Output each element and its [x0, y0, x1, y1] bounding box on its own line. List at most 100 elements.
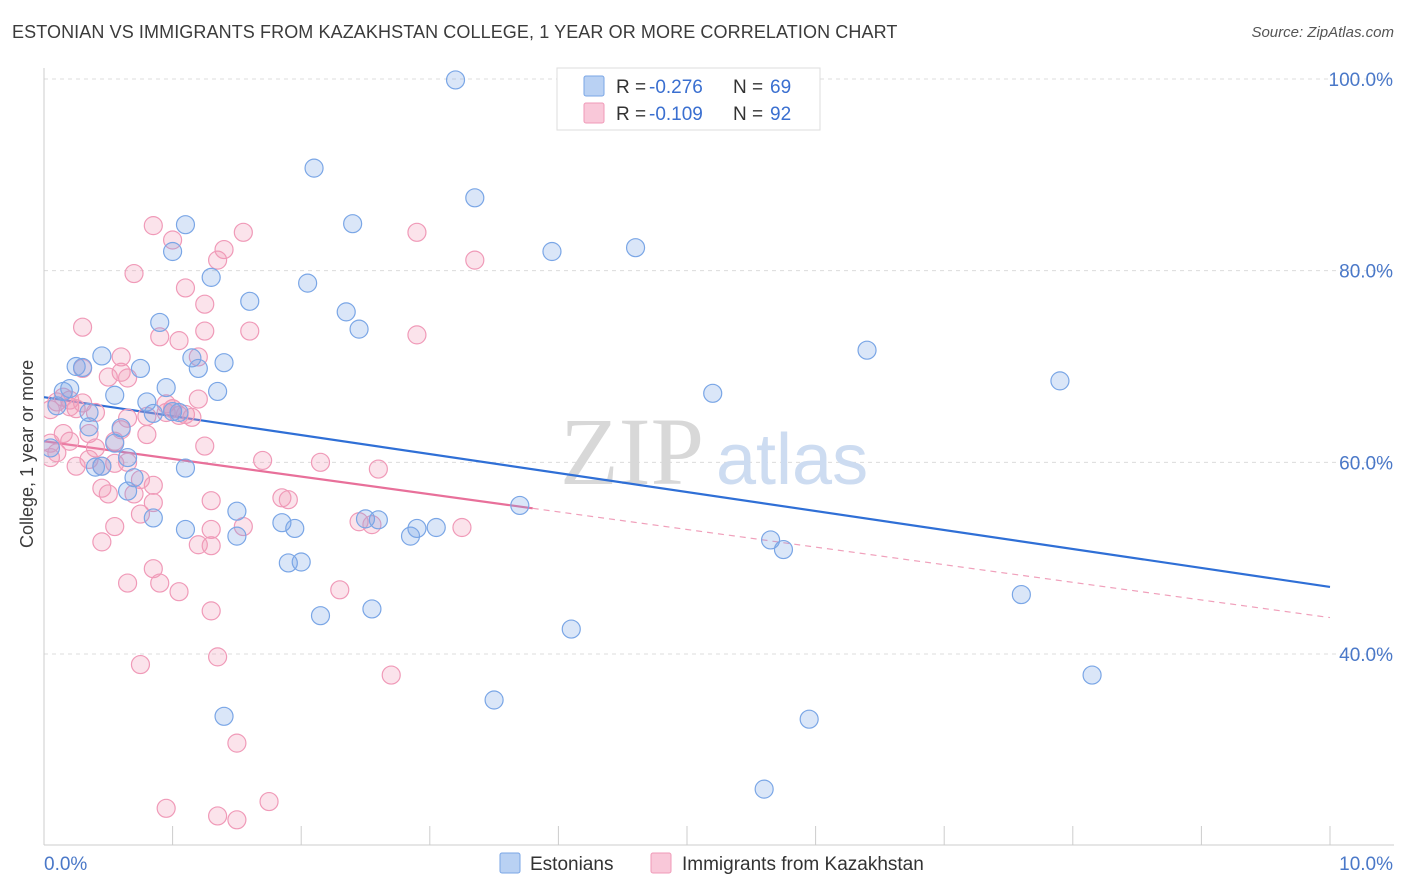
legend-swatch-kazakhstan	[583, 102, 605, 124]
point-kazakhstan	[143, 559, 163, 579]
point-kazakhstan	[150, 327, 170, 347]
x-tick-labels: 0.0% 10.0%	[44, 854, 1393, 875]
legend-r-value-1: -0.276	[649, 77, 703, 98]
point-estonians	[227, 501, 247, 521]
point-kazakhstan	[195, 321, 215, 341]
point-kazakhstan	[117, 573, 138, 593]
point-kazakhstan	[201, 536, 221, 556]
point-kazakhstan	[111, 347, 131, 367]
data-points	[44, 70, 1102, 830]
point-kazakhstan	[53, 423, 73, 444]
point-estonians	[445, 70, 466, 90]
point-estonians	[156, 377, 176, 398]
point-estonians	[92, 346, 112, 366]
point-kazakhstan	[124, 263, 144, 284]
point-estonians	[1011, 584, 1031, 605]
point-estonians	[465, 188, 485, 208]
point-estonians	[201, 267, 221, 287]
legend-n-value-1: 69	[770, 77, 791, 98]
point-kazakhstan	[233, 222, 253, 242]
point-kazakhstan	[150, 573, 170, 593]
point-kazakhstan	[182, 407, 202, 427]
point-estonians	[150, 312, 170, 333]
trendlines	[44, 396, 1331, 619]
point-kazakhstan	[143, 492, 163, 513]
point-estonians	[188, 358, 208, 379]
legend-n-value-2: 92	[770, 104, 791, 125]
trendline-kazakhstan-dashed	[532, 507, 1331, 619]
bottom-legend-estonians: Estonians	[530, 854, 613, 875]
y-axis-label: College, 1 year or more	[17, 360, 37, 548]
point-kazakhstan	[381, 665, 401, 685]
point-estonians	[130, 358, 151, 379]
point-estonians	[703, 383, 723, 403]
point-estonians	[137, 392, 157, 412]
y-tick-label: 40.0%	[1339, 645, 1393, 666]
point-estonians	[285, 518, 305, 539]
point-kazakhstan	[368, 459, 388, 479]
point-kazakhstan	[407, 325, 427, 345]
point-estonians	[163, 401, 183, 422]
point-kazakhstan	[310, 452, 331, 472]
point-kazakhstan	[137, 424, 157, 445]
point-estonians	[561, 619, 581, 639]
point-kazakhstan	[143, 475, 163, 495]
x-tick-label: 0.0%	[44, 854, 87, 875]
point-estonians	[111, 418, 131, 438]
trendline-kazakhstan-solid	[44, 440, 533, 510]
point-estonians	[400, 526, 421, 546]
legend-r-label-2: R =	[616, 104, 646, 125]
point-kazakhstan	[214, 239, 234, 260]
series-legend: Estonians Immigrants from Kazakhstan	[499, 852, 924, 875]
point-estonians	[1082, 665, 1102, 685]
point-kazakhstan	[130, 654, 151, 675]
point-estonians	[336, 302, 356, 322]
legend-n-label-2: N =	[733, 104, 763, 125]
point-estonians	[368, 510, 388, 530]
point-estonians	[510, 495, 530, 516]
point-kazakhstan	[143, 216, 163, 236]
point-estonians	[124, 468, 144, 488]
point-kazakhstan	[79, 423, 99, 444]
point-estonians	[343, 214, 363, 234]
point-kazakhstan	[117, 408, 138, 428]
point-estonians	[773, 539, 794, 560]
point-kazakhstan	[188, 389, 208, 409]
point-estonians	[182, 348, 202, 368]
x-tick-label: 10.0%	[1339, 854, 1393, 875]
point-estonians	[760, 530, 781, 550]
point-estonians	[208, 381, 228, 402]
y-tick-labels: 100.0% 80.0% 60.0% 40.0%	[1329, 70, 1394, 666]
y-tick-label: 100.0%	[1329, 70, 1394, 91]
legend-r-value-2: -0.109	[649, 104, 703, 125]
watermark-atlas: atlas	[716, 420, 868, 500]
point-estonians	[214, 706, 234, 726]
point-kazakhstan	[240, 321, 260, 341]
point-estonians	[310, 606, 331, 626]
stats-legend: R = -0.276 N = 69 R = -0.109 N = 92	[556, 67, 821, 131]
point-kazakhstan	[175, 278, 196, 298]
point-kazakhstan	[201, 491, 221, 511]
point-estonians	[92, 456, 112, 476]
point-estonians	[105, 385, 125, 405]
point-estonians	[625, 238, 646, 258]
point-estonians	[1050, 371, 1070, 391]
point-kazakhstan	[227, 733, 247, 753]
point-estonians	[304, 158, 324, 178]
point-estonians	[175, 458, 196, 478]
point-kazakhstan	[201, 519, 221, 540]
point-estonians	[857, 340, 877, 360]
legend-n-label-1: N =	[733, 77, 763, 98]
bottom-legend-kazakhstan: Immigrants from Kazakhstan	[682, 854, 924, 875]
point-kazakhstan	[130, 504, 151, 524]
point-kazakhstan	[259, 791, 279, 812]
y-tick-label: 80.0%	[1339, 262, 1393, 283]
point-kazakhstan	[169, 331, 189, 351]
point-kazakhstan	[98, 484, 118, 504]
point-kazakhstan	[407, 222, 427, 242]
watermark-zip: ZIP	[560, 398, 704, 505]
point-kazakhstan	[60, 431, 80, 451]
point-kazakhstan	[227, 810, 247, 830]
point-kazakhstan	[195, 436, 215, 456]
